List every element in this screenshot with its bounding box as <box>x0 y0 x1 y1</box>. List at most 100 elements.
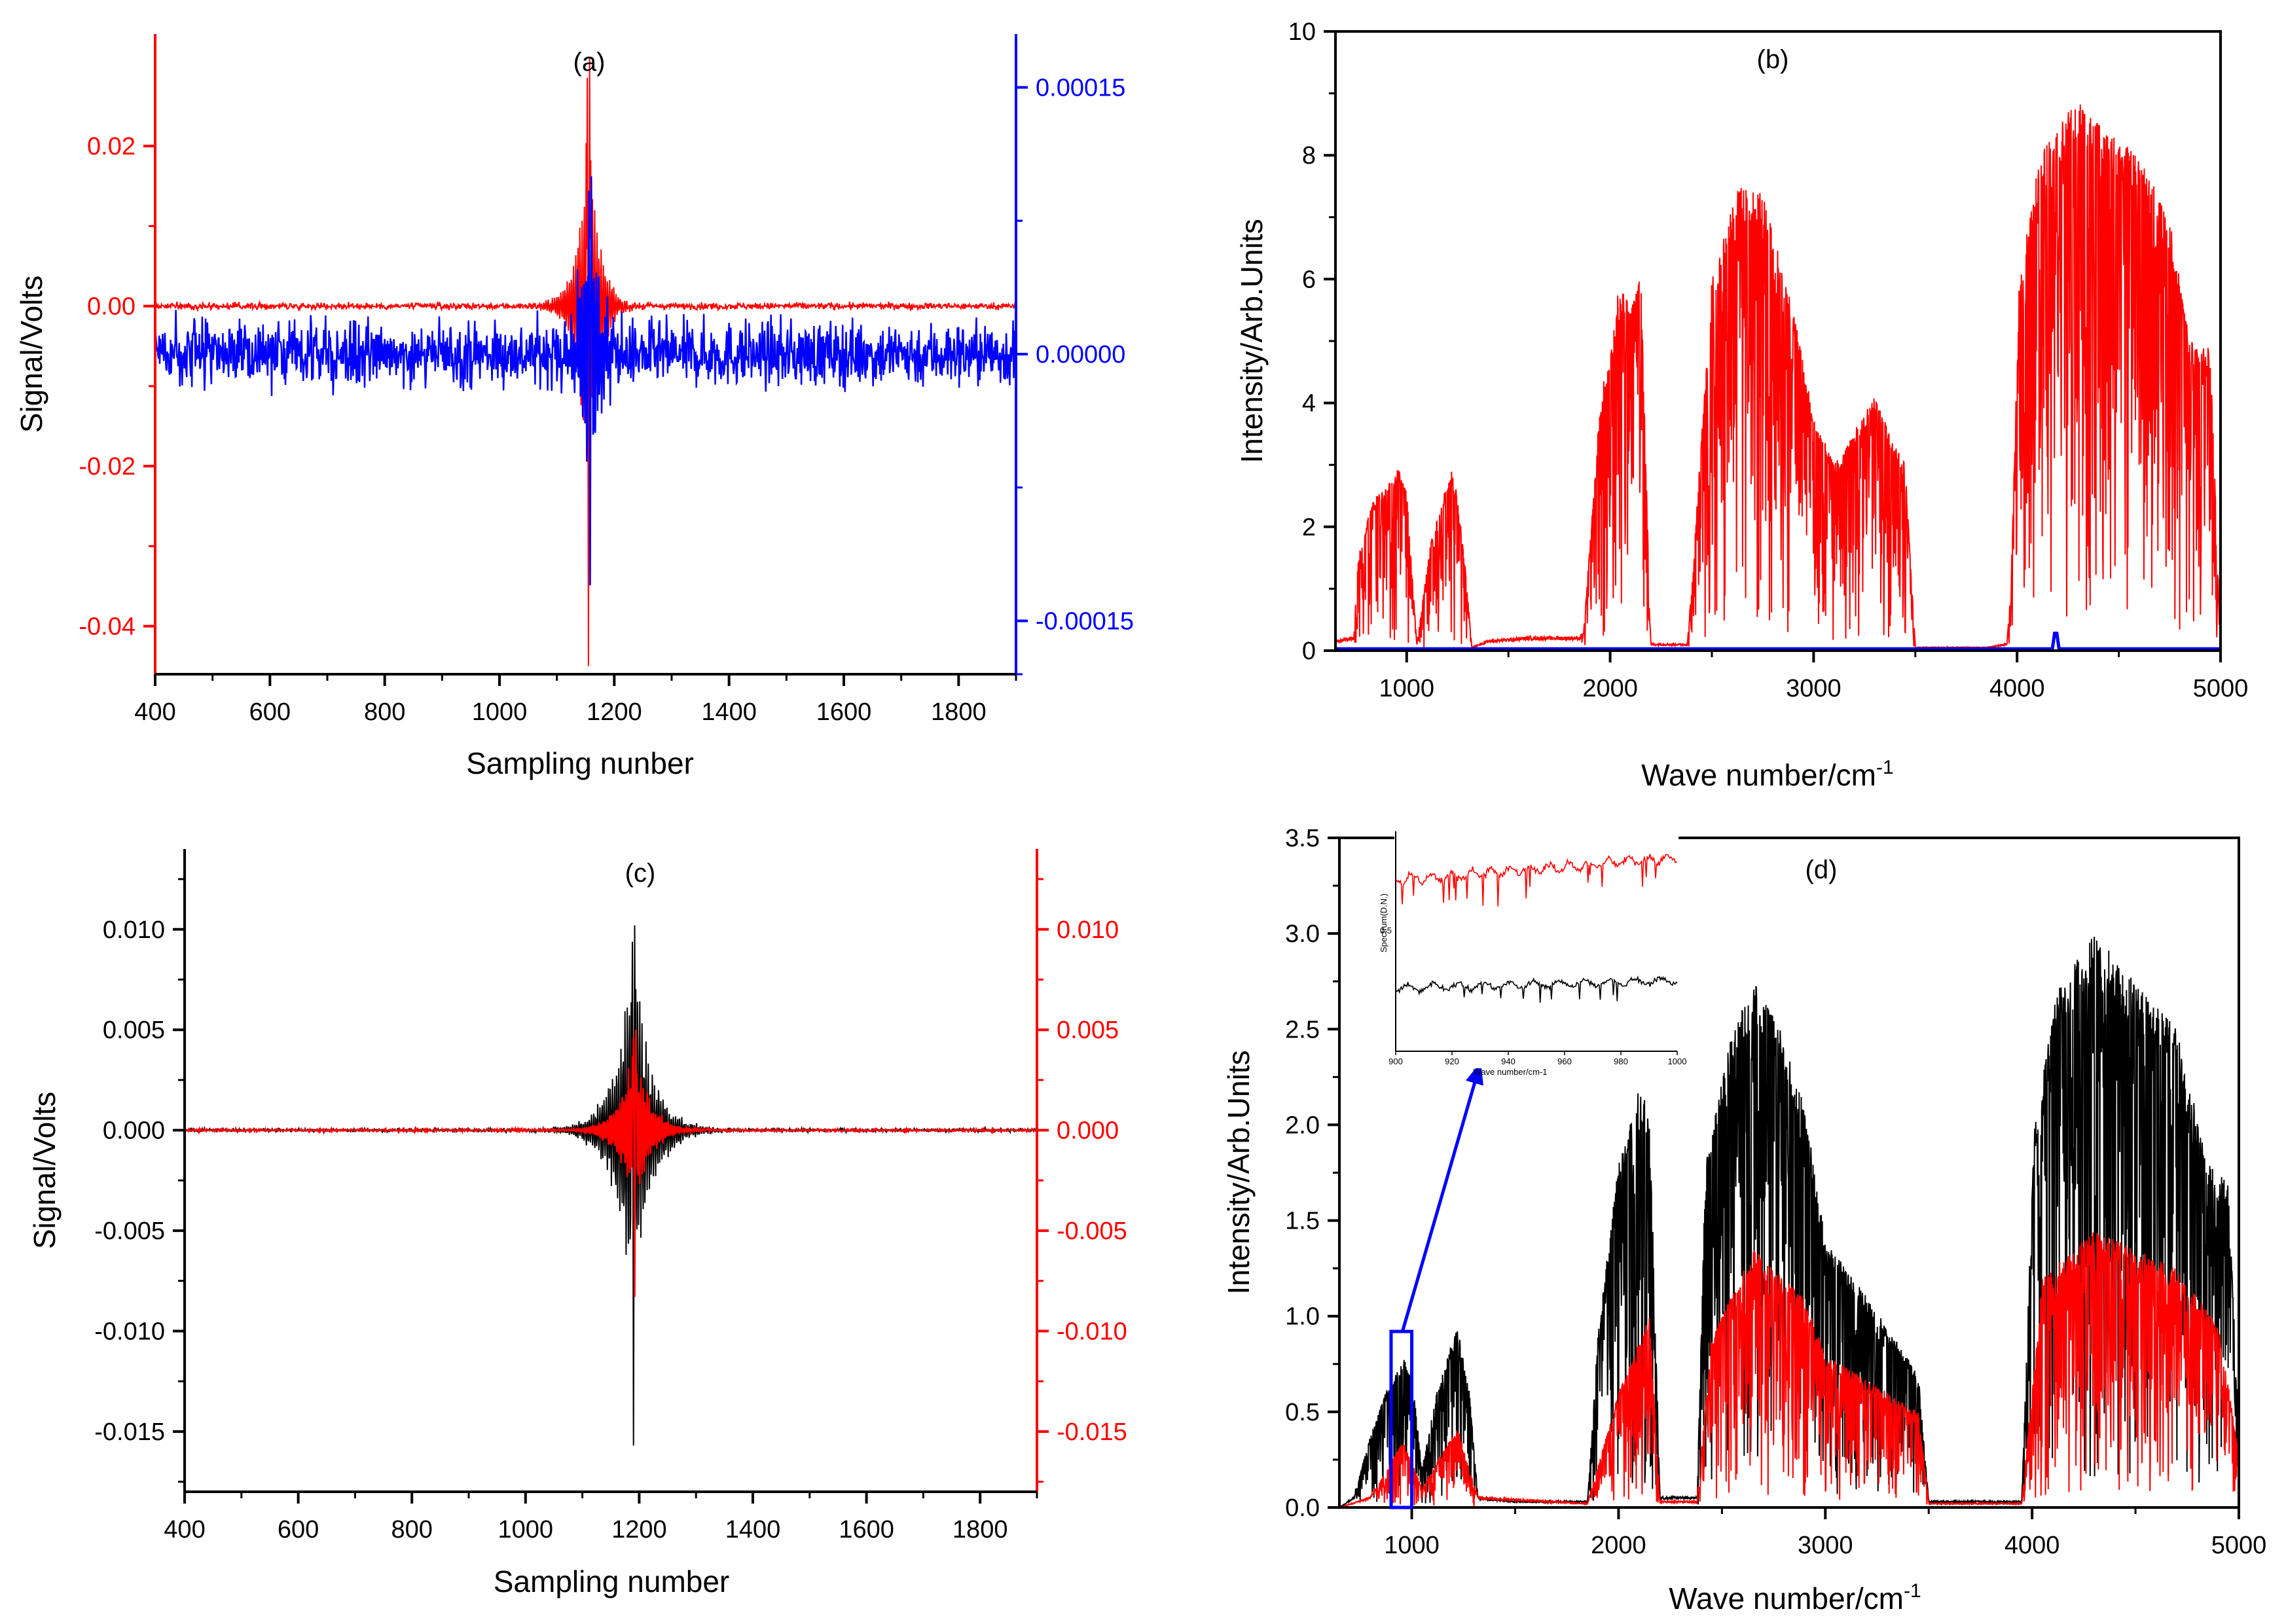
panel-a-xtick-label: 1400 <box>701 698 757 726</box>
panel-a-xtick-label: 400 <box>134 698 175 726</box>
panel-c-xtick-label: 400 <box>164 1516 205 1543</box>
panel-d-inset: 900 920 940 960 980 1000 0.5 Wave number/cm-1 Sp… <box>1379 831 1686 1077</box>
panel-a-xtick-label: 1200 <box>587 698 642 726</box>
panel-d-inset-bg <box>1394 831 1678 1068</box>
panel-c-ticks: 400 600 800 1000 1200 1400 1600 1800 0.010 0.005 0… <box>94 878 1127 1543</box>
panel-b-xlabel-sup: -1 <box>1876 757 1894 778</box>
panel-d-ytick-label: 1.5 <box>1285 1208 1320 1235</box>
panel-c-ytick-right-label: -0.005 <box>1057 1218 1127 1245</box>
panel-c-ytick-right-label: -0.010 <box>1057 1318 1127 1346</box>
panel-a: 400 600 800 1000 1200 1400 1600 1800 0.02 0.00 -0.… <box>14 34 1134 780</box>
panel-b-series <box>1335 104 2221 651</box>
panel-b-ytick-label: 2 <box>1302 514 1316 541</box>
panel-b-ticks: 1000 2000 3000 4000 5000 0 2 4 6 8 10 <box>1288 18 2249 702</box>
panel-b-ytick-label: 6 <box>1302 266 1316 293</box>
panel-b-ytick-label: 4 <box>1302 390 1316 418</box>
panel-b-title: (b) <box>1757 45 1789 74</box>
panel-b-ytick-label: 8 <box>1302 142 1316 170</box>
panel-b-xtick-label: 5000 <box>2193 675 2249 702</box>
panel-d-ylabel: Intensity/Arb.Units <box>1222 1050 1256 1294</box>
panel-a-series <box>154 58 1017 666</box>
panel-a-xtick-label: 1800 <box>931 698 987 726</box>
panel-b-xlabel: Wave number/cm-1 <box>1641 757 1893 792</box>
panel-b-ylabel: Intensity/Arb.Units <box>1235 219 1269 463</box>
panel-d-ytick-label: 3.0 <box>1285 920 1320 948</box>
panel-d-inset-red-line <box>1395 854 1678 907</box>
panel-b-xtick-label: 4000 <box>1989 675 2045 702</box>
panel-c-ytick-left-label: 0.005 <box>103 1017 165 1044</box>
panel-d-xtick-label: 5000 <box>2211 1532 2267 1559</box>
panel-a-xlabel: Sampling nunber <box>466 746 694 780</box>
panel-d-ytick-label: 3.5 <box>1285 825 1320 852</box>
panel-c-title: (c) <box>625 859 656 888</box>
panel-c-xtick-label: 800 <box>391 1516 432 1543</box>
panel-d-inset-ytick-label: 0.5 <box>1380 926 1392 935</box>
panel-c-ytick-right-label: 0.010 <box>1057 916 1119 944</box>
panel-a-xtick-label: 600 <box>249 698 291 726</box>
panel-a-ytick-right-label: 0.00015 <box>1036 75 1125 102</box>
panel-b-xlabel-text: Wave number/cm <box>1641 758 1876 792</box>
panel-a-xtick-label: 1000 <box>472 698 528 726</box>
panel-d: 1000 2000 3000 4000 5000 0.0 0.5 1.0 1.5 2.0 2.5 3.… <box>1222 825 2266 1615</box>
panel-d-inset-xtick-label: 920 <box>1445 1056 1459 1066</box>
panel-c: 400 600 800 1000 1200 1400 1600 1800 0.010 0.005 0… <box>27 849 1127 1598</box>
panel-c-ytick-left-label: 0.000 <box>103 1117 165 1145</box>
panel-d-highlight <box>1389 1061 1483 1509</box>
panel-c-ytick-right-label: 0.005 <box>1057 1017 1119 1044</box>
panel-d-inset-ylabel: Spectrum(D.N.) <box>1379 893 1388 952</box>
panel-c-red-line <box>183 1030 1038 1297</box>
panel-a-title: (a) <box>573 48 606 77</box>
panel-d-zoom-box <box>1389 1329 1414 1509</box>
panel-b-blue-line <box>1335 632 2221 651</box>
panel-c-xtick-label: 1200 <box>611 1516 667 1543</box>
panel-c-xlabel: Sampling number <box>494 1564 730 1598</box>
panel-d-xtick-label: 2000 <box>1591 1532 1646 1559</box>
panel-c-xtick-label: 1000 <box>498 1516 554 1543</box>
panel-c-ytick-right-label: -0.015 <box>1057 1418 1127 1446</box>
panel-a-ytick-left-label: -0.02 <box>79 453 136 480</box>
panel-d-xlabel-text: Wave number/cm <box>1669 1581 1904 1615</box>
panel-a-ytick-left-label: 0.02 <box>87 133 136 160</box>
panel-b-xtick-label: 2000 <box>1582 675 1638 702</box>
panel-a-xtick-label: 1600 <box>816 698 872 726</box>
panel-b-ytick-label: 10 <box>1288 18 1316 46</box>
panel-a-ytick-left-label: 0.00 <box>87 293 136 321</box>
panel-d-xtick-label: 1000 <box>1384 1532 1440 1559</box>
panel-c-ytick-right-label: 0.000 <box>1057 1117 1119 1145</box>
panel-c-ytick-left-label: 0.010 <box>103 916 165 944</box>
panel-d-xlabel: Wave number/cm-1 <box>1669 1580 1921 1615</box>
panel-a-ytick-right-label: -0.00015 <box>1036 608 1134 636</box>
panel-a-ticks: 400 600 800 1000 1200 1400 1600 1800 0.02 0.00 -0.… <box>79 75 1134 727</box>
panel-d-zoom-arrow <box>1400 1061 1483 1332</box>
panel-d-inset-black-line <box>1395 975 1678 1003</box>
panel-c-series <box>183 925 1038 1446</box>
panel-d-xtick-label: 4000 <box>2005 1532 2060 1559</box>
panel-a-ylabel: Signal/Volts <box>14 276 48 433</box>
panel-d-ytick-label: 2.0 <box>1285 1111 1320 1139</box>
panel-b-red-line <box>1335 104 2221 650</box>
panel-c-ytick-left-label: -0.015 <box>94 1418 165 1446</box>
panel-d-ytick-label: 1.0 <box>1285 1303 1320 1331</box>
panel-c-xtick-label: 1400 <box>725 1516 781 1543</box>
panel-c-xtick-label: 1800 <box>952 1516 1008 1543</box>
panel-c-xtick-label: 1600 <box>839 1516 894 1543</box>
panel-c-ylabel: Signal/Volts <box>27 1092 62 1249</box>
panel-b-ytick-label: 0 <box>1302 638 1316 665</box>
panel-d-series <box>1339 937 2240 1508</box>
panel-d-ytick-label: 0.0 <box>1285 1494 1320 1522</box>
panel-c-xtick-label: 600 <box>278 1516 319 1543</box>
panel-a-ytick-right-label: 0.00000 <box>1036 341 1125 369</box>
panel-d-red-line <box>1339 1232 2240 1508</box>
panel-a-blue-line <box>154 176 1017 586</box>
panel-d-ytick-label: 2.5 <box>1285 1016 1320 1043</box>
panel-d-inset-xtick-label: 900 <box>1388 1056 1403 1066</box>
panel-d-inset-xlabel: Wave number/cm-1 <box>1474 1067 1548 1077</box>
panel-d-inset-xtick-label: 940 <box>1501 1056 1515 1066</box>
panel-c-ytick-left-label: -0.010 <box>94 1318 165 1346</box>
panel-d-inset-xtick-label: 960 <box>1557 1056 1572 1066</box>
panel-c-ytick-left-label: -0.005 <box>94 1218 165 1245</box>
panel-d-title: (d) <box>1805 856 1838 884</box>
panel-d-inset-xtick-label: 980 <box>1614 1056 1628 1066</box>
panel-a-ytick-left-label: -0.04 <box>79 613 136 641</box>
